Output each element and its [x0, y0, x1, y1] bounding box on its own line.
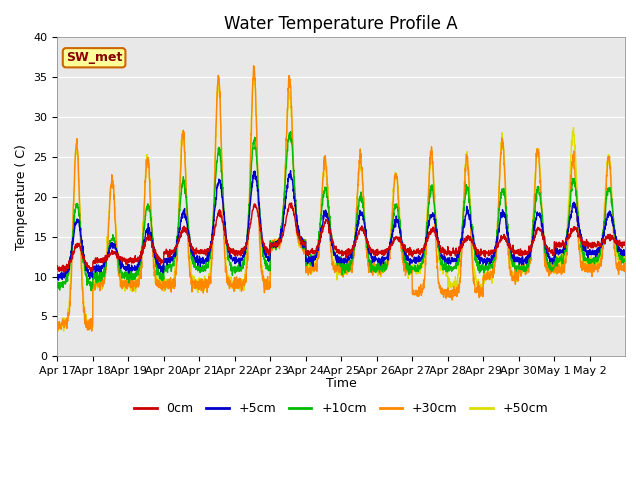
X-axis label: Time: Time [326, 377, 356, 390]
Text: SW_met: SW_met [66, 51, 122, 64]
Title: Water Temperature Profile A: Water Temperature Profile A [225, 15, 458, 33]
Y-axis label: Temperature ( C): Temperature ( C) [15, 144, 28, 250]
Legend: 0cm, +5cm, +10cm, +30cm, +50cm: 0cm, +5cm, +10cm, +30cm, +50cm [129, 397, 554, 420]
